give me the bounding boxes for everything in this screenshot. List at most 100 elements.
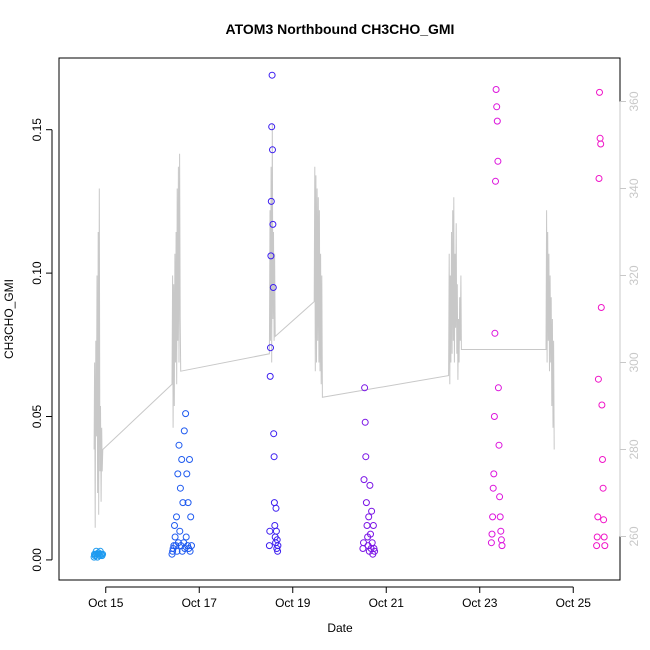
data-point-flight-5 bbox=[497, 527, 505, 535]
data-point-flight-3 bbox=[272, 527, 280, 535]
data-point-flight-2 bbox=[186, 456, 193, 463]
data-point-flight-4 bbox=[366, 481, 374, 489]
y2-tick-label: 360 bbox=[627, 91, 641, 111]
data-point-flight-3 bbox=[274, 542, 282, 550]
data-point-flight-3 bbox=[267, 197, 275, 205]
data-point-flight-3 bbox=[270, 430, 278, 438]
data-point-flight-2 bbox=[187, 513, 195, 521]
x-axis: Oct 15 Oct 17 Oct 19 Oct 21 Oct 23 Oct 25 bbox=[88, 586, 592, 610]
data-point-flight-2 bbox=[182, 410, 190, 418]
x-axis-label: Date bbox=[327, 621, 353, 635]
data-point-flight-3 bbox=[268, 123, 276, 131]
y2-axis: 260 280 300 320 340 360 bbox=[619, 91, 641, 547]
data-point-flight-3 bbox=[266, 372, 274, 380]
data-point-flight-6 bbox=[593, 542, 601, 550]
data-point-flight-5 bbox=[489, 484, 497, 492]
x-tick-label: Oct 19 bbox=[275, 596, 311, 610]
data-point-flight-2 bbox=[183, 470, 191, 478]
data-point-flight-3 bbox=[270, 499, 278, 507]
data-point-flight-2 bbox=[174, 470, 182, 478]
data-point-flight-5 bbox=[492, 86, 500, 93]
x-tick-label: Oct 15 bbox=[88, 596, 124, 610]
y2-tick-label: 340 bbox=[627, 178, 641, 198]
points-layer bbox=[90, 71, 609, 561]
data-point-flight-6 bbox=[599, 456, 606, 463]
data-point-flight-3 bbox=[269, 284, 277, 291]
data-point-flight-3 bbox=[272, 504, 280, 512]
data-point-flight-2 bbox=[171, 533, 179, 541]
data-point-flight-4 bbox=[370, 545, 378, 552]
data-point-flight-6 bbox=[593, 533, 601, 541]
data-point-flight-2 bbox=[184, 499, 192, 507]
data-point-flight-4 bbox=[360, 476, 368, 484]
data-point-flight-4 bbox=[363, 522, 371, 529]
plot-frame bbox=[58, 57, 621, 581]
data-point-flight-6 bbox=[600, 516, 608, 524]
data-point-flight-6 bbox=[600, 533, 608, 541]
data-point-flight-4 bbox=[368, 507, 376, 515]
data-point-flight-3 bbox=[267, 344, 274, 352]
data-point-flight-6 bbox=[601, 542, 609, 550]
data-point-flight-3 bbox=[267, 252, 275, 260]
y-tick-label: 0.15 bbox=[30, 118, 44, 142]
y-tick-label: 0.05 bbox=[30, 405, 44, 429]
data-point-flight-5 bbox=[488, 530, 496, 538]
data-point-flight-4 bbox=[368, 539, 376, 547]
data-point-flight-3 bbox=[266, 527, 274, 535]
data-point-flight-2 bbox=[188, 542, 195, 550]
data-point-flight-6 bbox=[597, 304, 605, 311]
data-point-flight-5 bbox=[487, 539, 495, 547]
data-point-flight-6 bbox=[597, 140, 605, 148]
data-point-flight-4 bbox=[362, 453, 370, 461]
data-point-flight-1 bbox=[99, 550, 107, 558]
data-point-flight-5 bbox=[497, 536, 505, 544]
data-point-flight-6 bbox=[594, 513, 602, 521]
data-point-flight-3 bbox=[265, 542, 273, 550]
y2-tick-label: 260 bbox=[627, 526, 641, 546]
data-point-flight-2 bbox=[175, 441, 183, 449]
y2-tick-label: 300 bbox=[627, 352, 641, 372]
x-tick-label: Oct 17 bbox=[182, 596, 218, 610]
data-point-flight-4 bbox=[365, 513, 373, 521]
data-point-flight-5 bbox=[491, 329, 499, 337]
data-point-flight-3 bbox=[269, 220, 277, 228]
right-axis-line-series bbox=[93, 123, 555, 528]
data-point-flight-2 bbox=[173, 513, 180, 521]
data-point-flight-2 bbox=[182, 533, 190, 541]
data-point-flight-2 bbox=[176, 484, 184, 492]
y-tick-label: 0.10 bbox=[30, 261, 44, 285]
data-point-flight-4 bbox=[361, 384, 369, 392]
data-point-flight-5 bbox=[490, 470, 498, 478]
data-point-flight-5 bbox=[495, 441, 503, 449]
data-point-flight-5 bbox=[496, 513, 504, 521]
data-point-flight-2 bbox=[179, 499, 187, 507]
y-axis: 0.00 0.05 0.10 0.15 bbox=[30, 118, 53, 572]
data-point-flight-5 bbox=[494, 384, 502, 392]
line-series-layer bbox=[93, 123, 555, 528]
y-axis-label: CH3CHO_GMI bbox=[2, 279, 16, 359]
data-point-flight-5 bbox=[496, 493, 504, 501]
data-point-flight-3 bbox=[268, 71, 276, 79]
data-point-flight-4 bbox=[371, 547, 379, 555]
data-point-flight-3 bbox=[271, 522, 279, 529]
data-point-flight-5 bbox=[490, 413, 498, 420]
data-point-flight-5 bbox=[492, 177, 499, 185]
chart-title: ATOM3 Northbound CH3CHO_GMI bbox=[226, 21, 455, 37]
x-tick-label: Oct 21 bbox=[369, 596, 405, 610]
data-point-flight-6 bbox=[596, 88, 603, 96]
data-point-flight-2 bbox=[171, 522, 178, 529]
x-tick-label: Oct 25 bbox=[556, 596, 592, 610]
data-point-flight-5 bbox=[489, 513, 497, 521]
data-point-flight-5 bbox=[494, 157, 502, 165]
data-point-flight-2 bbox=[180, 427, 188, 435]
data-point-flight-3 bbox=[269, 146, 276, 154]
data-point-flight-5 bbox=[493, 117, 501, 125]
y-tick-label: 0.00 bbox=[30, 548, 44, 572]
data-point-flight-3 bbox=[270, 453, 278, 461]
y2-tick-label: 280 bbox=[627, 439, 641, 459]
data-point-flight-4 bbox=[362, 499, 370, 507]
data-point-flight-4 bbox=[367, 530, 374, 538]
data-point-flight-2 bbox=[178, 456, 186, 463]
data-point-flight-4 bbox=[361, 418, 369, 426]
